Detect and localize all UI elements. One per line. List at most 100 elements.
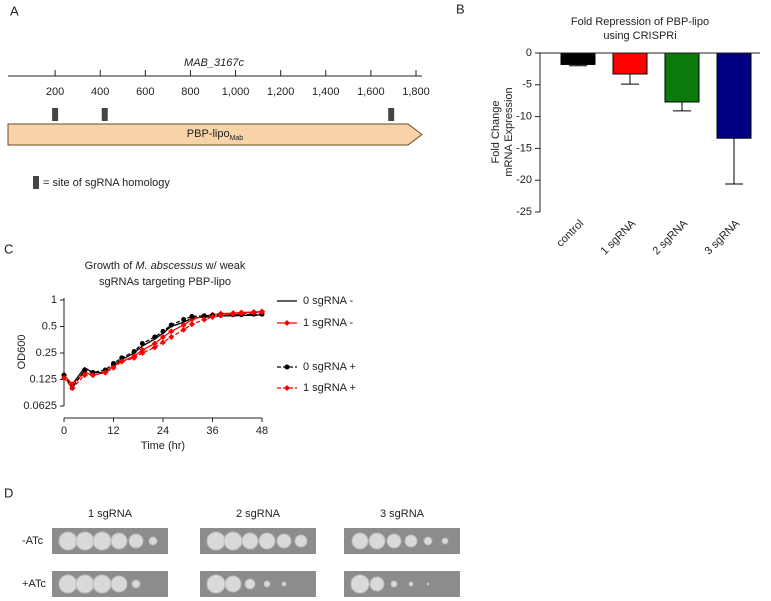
y-tick-label: -5 <box>522 79 532 91</box>
sgrna-site <box>388 108 395 121</box>
data-point <box>139 350 146 356</box>
x-tick-label: 2 sgRNA <box>651 217 691 257</box>
colony-spot <box>369 576 385 592</box>
chart-title: Growth of M. abscessus w/ weak <box>85 260 246 272</box>
error-bar <box>725 138 743 185</box>
y-tick-label: 0.0625 <box>23 400 57 412</box>
legend-label: = site of sgRNA homology <box>43 177 170 189</box>
x-tick-label: 200 <box>46 86 64 98</box>
plate-row-label: -ATc <box>22 535 44 547</box>
x-tick-label: 48 <box>256 425 268 437</box>
colony-spot <box>224 575 242 593</box>
colony-spot <box>404 534 418 548</box>
x-axis-label: Time (hr) <box>141 440 185 452</box>
panel-label: C <box>4 241 13 256</box>
x-tick-label: 800 <box>181 86 199 98</box>
bar <box>612 52 648 75</box>
colony-spot <box>408 581 414 587</box>
sgrna-site <box>101 108 108 121</box>
gene-subscript: Mab <box>230 135 244 142</box>
colony-spot <box>276 533 292 549</box>
data-point <box>230 311 237 318</box>
x-tick-label: 12 <box>107 425 119 437</box>
y-tick-label: 0.5 <box>42 320 57 332</box>
x-tick-label: 600 <box>136 86 154 98</box>
data-point <box>110 364 117 371</box>
y-tick-label: -15 <box>516 142 532 154</box>
bar <box>560 52 596 65</box>
data-point <box>201 316 208 323</box>
x-tick-label: 1,200 <box>267 86 295 98</box>
colony-spot <box>206 531 226 551</box>
colony-spot <box>294 534 308 548</box>
chart-title: sgRNAs targeting PBP-lipo <box>99 276 231 288</box>
data-point <box>151 344 158 351</box>
data-point <box>168 333 175 340</box>
data-point <box>238 310 245 317</box>
gene-map-title: MAB_3167c <box>184 57 244 69</box>
y-tick-label: 0.25 <box>36 347 57 359</box>
plate-column-label: 3 sgRNA <box>380 508 425 520</box>
data-point <box>118 358 125 365</box>
error-bar <box>621 73 639 85</box>
x-tick-label: 400 <box>91 86 109 98</box>
data-point <box>189 313 195 319</box>
colony-spot <box>386 533 402 549</box>
colony-spot <box>368 532 386 550</box>
data-point <box>160 333 166 340</box>
data-point <box>180 322 187 329</box>
colony-spot <box>92 531 112 551</box>
y-tick-label: 0.125 <box>29 373 57 385</box>
gene-arrow <box>7 123 423 146</box>
legend-swatch <box>33 176 39 189</box>
y-tick-label: 1 <box>51 294 57 306</box>
colony-spot <box>75 531 95 551</box>
colony-spot <box>423 536 433 546</box>
data-point <box>119 355 125 361</box>
sgrna-site <box>52 108 59 121</box>
chart-title: using CRISPRi <box>603 30 676 42</box>
data-point <box>168 322 174 328</box>
legend-label: 0 sgRNA - <box>303 295 353 307</box>
legend-marker <box>284 320 290 326</box>
colony-spot <box>263 580 271 588</box>
panel-label: A <box>10 3 19 18</box>
colony-spot <box>241 532 259 550</box>
x-tick-label: 1,000 <box>222 86 250 98</box>
colony-spot <box>131 579 141 589</box>
y-tick-label: 0 <box>526 47 532 59</box>
colony-spot <box>58 531 78 551</box>
x-tick-label: 1,400 <box>312 86 340 98</box>
colony-spot <box>441 537 449 545</box>
bar <box>664 52 700 103</box>
x-tick-label: 24 <box>157 425 169 437</box>
plate-column-label: 2 sgRNA <box>236 508 281 520</box>
data-point <box>82 367 88 373</box>
data-point <box>111 360 116 366</box>
legend-label: 1 sgRNA - <box>303 317 353 329</box>
y-axis-label: mRNA Expression <box>503 87 515 176</box>
colony-spot <box>128 533 144 549</box>
colony-spot <box>92 574 112 594</box>
data-point <box>188 321 195 328</box>
y-tick-label: -10 <box>516 111 532 123</box>
data-point <box>181 317 187 323</box>
colony-spot <box>110 532 128 550</box>
colony-spot <box>390 580 398 588</box>
legend-label: 0 sgRNA + <box>303 361 356 373</box>
colony-spot <box>223 531 243 551</box>
data-point <box>180 326 187 333</box>
x-tick-label: 1 sgRNA <box>599 217 639 257</box>
y-axis-label: Fold Change <box>490 101 502 164</box>
data-point <box>217 312 224 319</box>
data-point <box>131 349 137 355</box>
legend-marker <box>284 364 290 370</box>
legend-label: 1 sgRNA + <box>303 382 356 394</box>
data-point <box>139 341 145 347</box>
data-point <box>69 385 76 392</box>
y-tick-label: -25 <box>516 206 532 218</box>
x-tick-label: 1,800 <box>402 86 430 98</box>
x-tick-label: control <box>554 218 586 250</box>
colony-spot <box>110 575 128 593</box>
